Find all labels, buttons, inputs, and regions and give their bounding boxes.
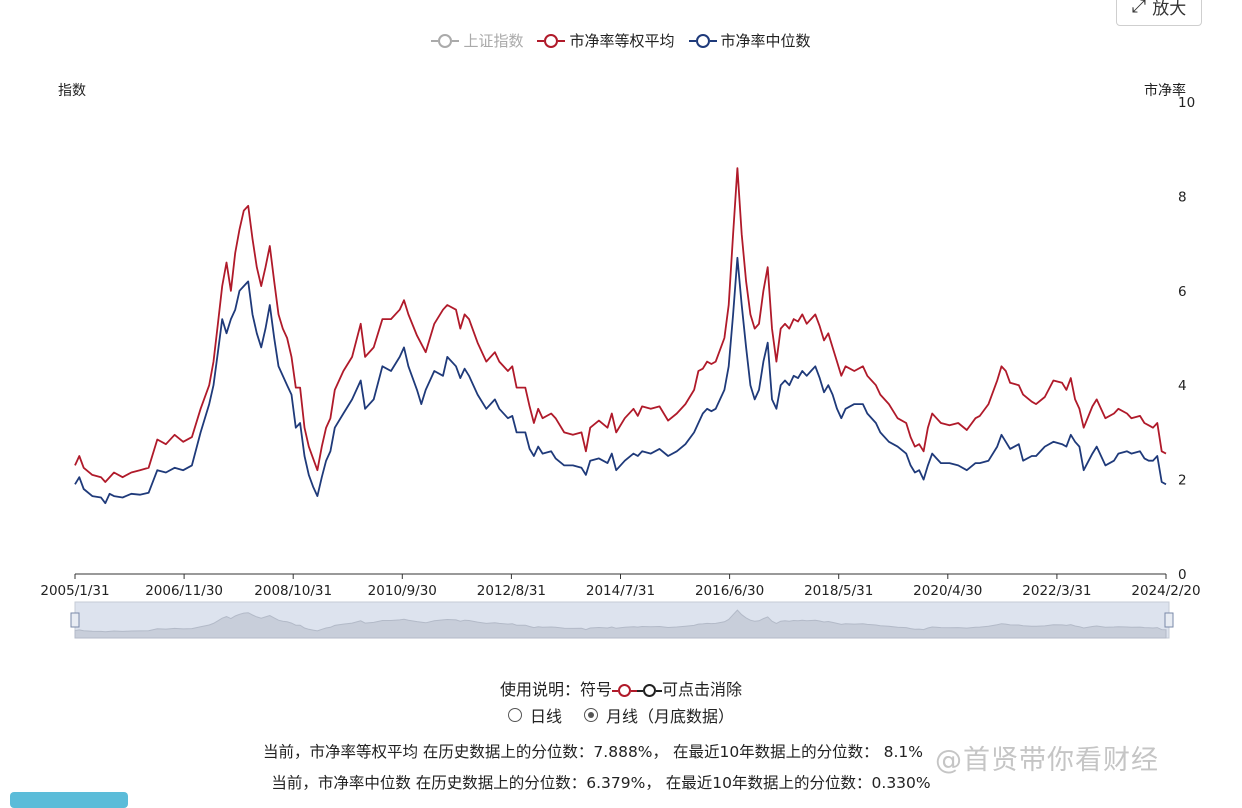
radio-daily[interactable]: 日线 — [507, 703, 562, 727]
bottom-tab-button[interactable] — [10, 792, 128, 808]
stat-line-median: 当前，市净率中位数 在历史数据上的分位数：6.379%， 在最近10年数据上的分… — [271, 774, 931, 792]
legend-symbol-pb-median — [688, 33, 717, 48]
x-tick-label: 2005/1/31 — [40, 583, 109, 599]
radio-monthly-circle[interactable] — [584, 708, 598, 722]
zoom-button[interactable]: ⤢ 放大 — [1116, 0, 1202, 26]
y-tick-label: 4 — [1178, 378, 1187, 394]
x-tick-label: 2024/2/20 — [1131, 583, 1200, 599]
zoom-button-label: 放大 — [1152, 0, 1187, 19]
legend-symbol-red — [612, 684, 637, 697]
radio-monthly-label: 月线（月底数据） — [606, 707, 735, 726]
usage-text-2: 可点击消除 — [662, 680, 743, 699]
y-axis-left-title: 指数 — [58, 83, 86, 99]
legend-label-pb-avg: 市净率等权平均 — [569, 32, 675, 50]
legend-symbol-black — [637, 684, 662, 697]
y-tick-label: 8 — [1178, 189, 1187, 205]
x-tick-label: 2020/4/30 — [913, 583, 982, 599]
series-line-pb-avg — [74, 167, 1167, 483]
slider-preview — [74, 609, 1167, 639]
usage-note: 使用说明：符号 可点击消除 — [0, 676, 1242, 700]
series-line-pb-median — [74, 256, 1167, 505]
x-tick-label: 2006/11/30 — [145, 583, 223, 599]
x-tick-label: 2012/8/31 — [477, 583, 546, 599]
expand-icon: ⤢ — [1131, 0, 1147, 17]
legend-label-pb-median: 市净率中位数 — [720, 32, 811, 50]
line-chart: 2005/1/31 2006/11/30 2008/10/31 2010/9/30 20… — [40, 95, 1201, 639]
radio-daily-circle[interactable] — [507, 708, 522, 722]
y-tick-label: 0 — [1178, 567, 1187, 583]
radio-monthly[interactable]: 月线（月底数据） — [584, 703, 734, 727]
legend-item-pb-avg[interactable]: 市净率等权平均 — [537, 30, 675, 51]
legend-symbol-index — [431, 33, 460, 48]
legend-label-index: 上证指数 — [463, 32, 524, 50]
x-tick-label: 2014/7/31 — [586, 583, 655, 599]
stat-line-avg: 当前，市净率等权平均 在历史数据上的分位数：7.888%， 在最近10年数据上的… — [263, 743, 923, 761]
data-zoom-slider[interactable] — [70, 601, 1174, 639]
x-tick-label: 2018/5/31 — [804, 583, 873, 599]
legend-item-pb-median[interactable]: 市净率中位数 — [688, 30, 811, 51]
y-axis-right-title: 市净率 — [1144, 83, 1186, 99]
usage-text-1: 使用说明：符号 — [499, 680, 612, 699]
x-tick-label: 2008/10/31 — [254, 583, 332, 599]
slider-handle-left[interactable] — [70, 612, 80, 628]
legend-symbol-pb-avg — [537, 33, 566, 48]
radio-daily-label: 日线 — [529, 707, 562, 726]
x-tick-label: 2016/6/30 — [695, 583, 764, 599]
x-tick-label: 2010/9/30 — [368, 583, 437, 599]
slider-handle-right[interactable] — [1164, 612, 1174, 628]
x-tick-label: 2022/3/31 — [1022, 583, 1091, 599]
watermark: @首贤带你看财经 — [935, 745, 1159, 776]
y-tick-label: 6 — [1178, 284, 1187, 300]
y-tick-label: 10 — [1178, 95, 1195, 111]
y-tick-label: 2 — [1178, 473, 1187, 489]
chart-legend: 上证指数 市净率等权平均 市净率中位数 — [0, 30, 1242, 51]
legend-item-index[interactable]: 上证指数 — [431, 30, 523, 51]
mode-selector: 日线 月线（月底数据） — [0, 703, 1242, 727]
